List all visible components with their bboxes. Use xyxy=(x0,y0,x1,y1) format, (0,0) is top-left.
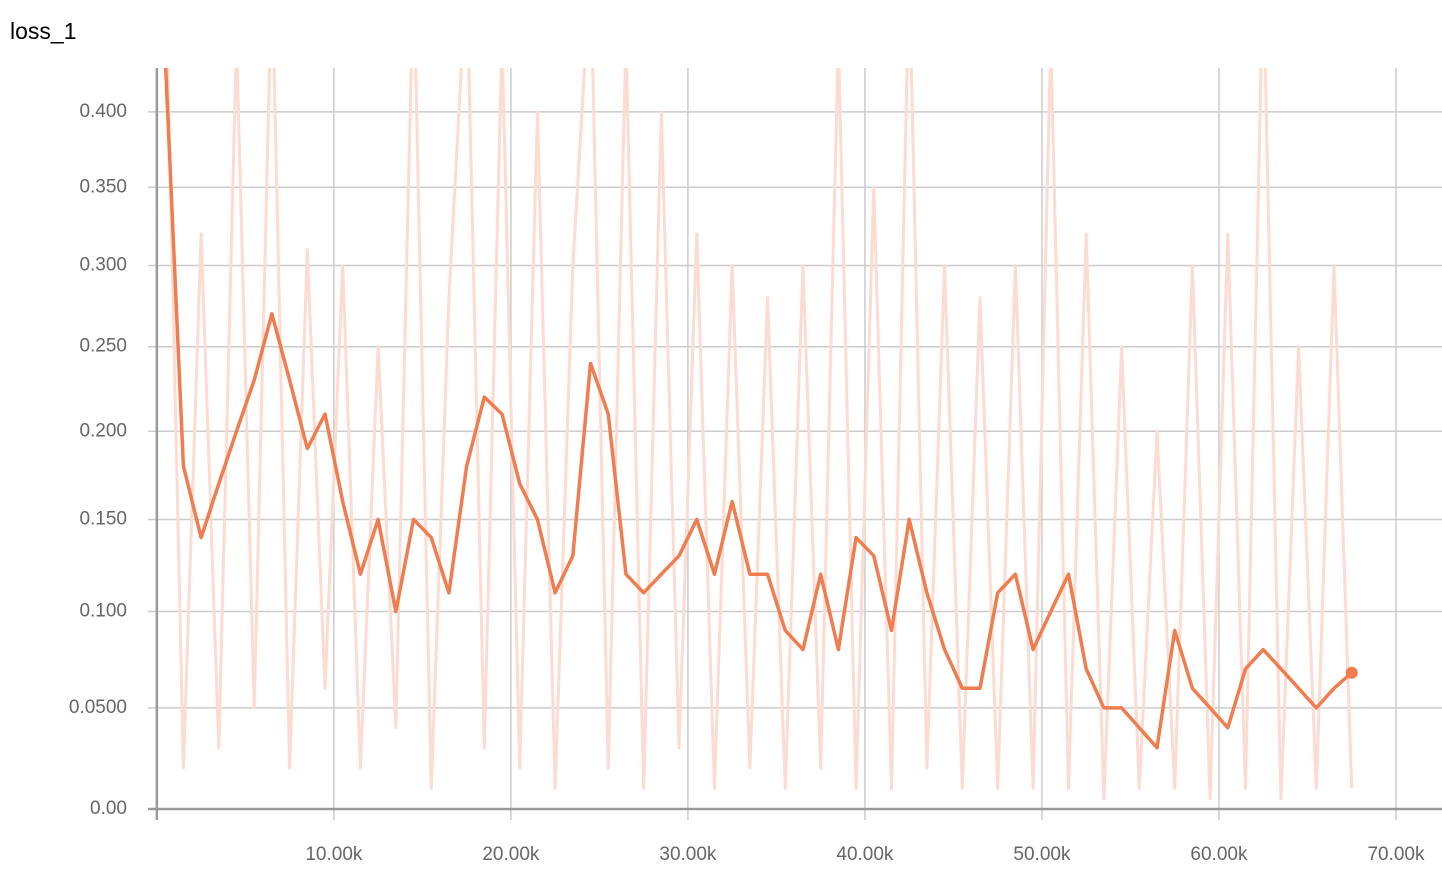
series-line xyxy=(163,68,1353,750)
y-tick-label: 0.200 xyxy=(79,420,127,441)
last-point xyxy=(1345,666,1358,679)
x-tick-label: 40.00k xyxy=(836,844,894,865)
plot-area xyxy=(163,68,1358,801)
y-tick-label: 0.150 xyxy=(79,508,127,529)
y-tick-label: 0.00 xyxy=(90,798,127,819)
series-line xyxy=(166,68,1354,801)
x-tick-label: 70.00k xyxy=(1367,844,1425,865)
y-tick-label: 0.0500 xyxy=(69,697,127,718)
labels: 0.00 0.0500 0.100 0.150 0.200 0.250 0.300 0.350… xyxy=(69,101,1425,865)
y-tick-label: 0.300 xyxy=(79,254,127,275)
x-tick-label: 60.00k xyxy=(1190,844,1248,865)
y-tick-label: 0.250 xyxy=(79,336,127,357)
x-tick-label: 10.00k xyxy=(305,844,363,865)
x-tick-label: 30.00k xyxy=(659,844,717,865)
y-tick-label: 0.350 xyxy=(79,176,127,197)
x-tick-label: 50.00k xyxy=(1013,844,1071,865)
y-tick-label: 0.400 xyxy=(79,101,127,122)
chart-title: loss_1 xyxy=(10,18,76,44)
x-tick-label: 20.00k xyxy=(482,844,540,865)
y-tick-label: 0.100 xyxy=(79,601,127,622)
